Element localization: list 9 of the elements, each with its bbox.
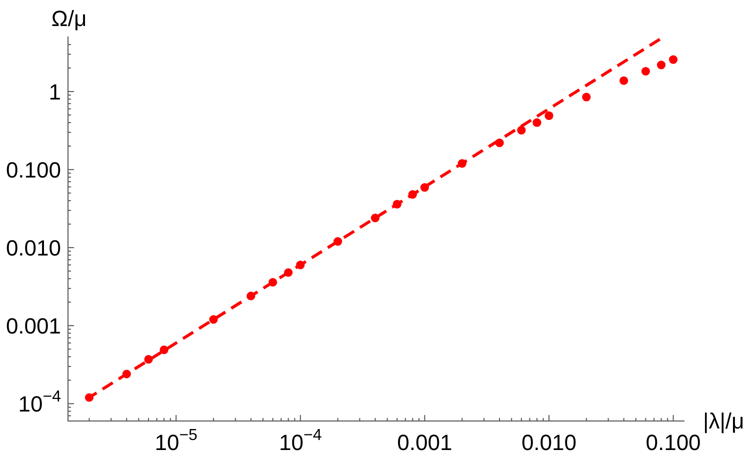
y-tick-label: 0.001: [6, 314, 62, 339]
x-tick-label: 0.100: [646, 430, 701, 455]
x-tick-label: 0.001: [397, 430, 452, 455]
y-axis-title: Ω/μ: [51, 6, 87, 31]
y-tick-label: 0.010: [6, 236, 62, 261]
y-tick-label: 0.100: [6, 158, 62, 182]
y-tick-label: 1: [48, 79, 62, 104]
x-axis-title: |λ|/μ: [703, 408, 744, 434]
x-tick-label: 0.010: [521, 430, 577, 455]
